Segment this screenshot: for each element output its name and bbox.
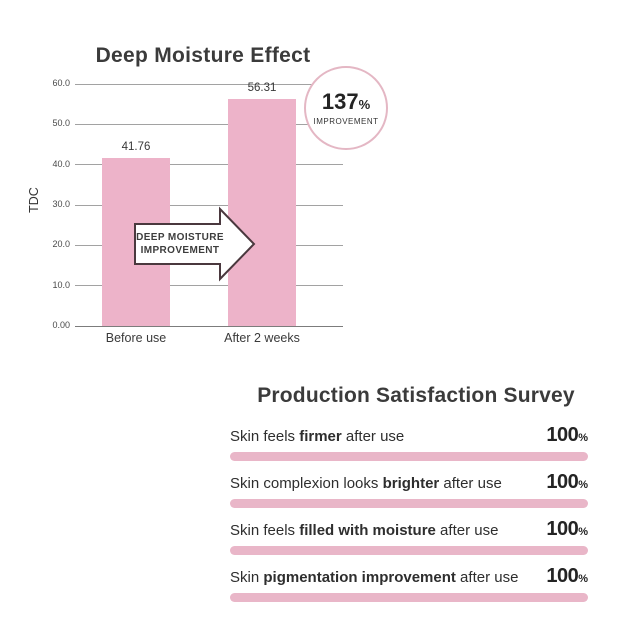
survey-bar-fill <box>230 499 588 508</box>
improvement-badge: 137% IMPROVEMENT <box>304 66 388 150</box>
survey-item-value: 100% <box>546 518 588 540</box>
percent-sign: % <box>578 526 588 538</box>
survey-list: Skin feels firmer after use 100% Skin co… <box>230 420 588 612</box>
label-suffix: after use <box>439 475 502 492</box>
label-prefix: Skin complexion looks <box>230 475 383 492</box>
badge-value: 137% <box>321 88 371 114</box>
y-tick-label: 60.0 <box>52 78 70 88</box>
survey-bar-fill <box>230 593 588 602</box>
label-suffix: after use <box>341 428 405 445</box>
survey-bar-track <box>230 546 588 555</box>
bar-value-label: 56.31 <box>247 81 277 94</box>
gridline <box>75 204 343 206</box>
gridline <box>75 325 343 327</box>
survey-row: Skin complexion looks brighter after use… <box>230 471 588 508</box>
badge-label: IMPROVEMENT <box>313 116 379 126</box>
y-tick-label: 40.0 <box>52 158 70 169</box>
label-emphasis: filled with moisture <box>299 522 436 539</box>
survey-item-value: 100% <box>546 424 588 446</box>
percent-sign: % <box>578 573 588 585</box>
survey-bar-track <box>230 452 588 461</box>
y-axis-label: TDC <box>27 187 41 213</box>
label-emphasis: firmer <box>299 428 342 445</box>
survey-item-value: 100% <box>546 565 588 587</box>
label-emphasis: pigmentation improvement <box>263 569 456 586</box>
label-suffix: after use <box>455 569 519 586</box>
survey-item-label: Skin feels firmer after use <box>230 428 404 445</box>
bar <box>228 98 296 326</box>
label-prefix: Skin feels <box>230 522 300 539</box>
x-category-label: After 2 weeks <box>224 331 300 345</box>
survey-item-value: 100% <box>546 471 588 493</box>
survey-title: Production Satisfaction Survey <box>257 384 575 407</box>
gridline <box>75 164 343 166</box>
gridline <box>75 83 343 85</box>
survey-row: Skin feels firmer after use 100% <box>230 424 588 461</box>
label-prefix: Skin feels <box>230 428 300 445</box>
label-suffix: after use <box>435 522 499 539</box>
gridline <box>75 123 343 125</box>
survey-item-label: Skin feels filled with moisture after us… <box>230 522 498 539</box>
label-emphasis: brighter <box>382 475 440 492</box>
y-tick-label: 30.0 <box>52 199 70 209</box>
improvement-arrow-shape <box>134 206 256 282</box>
arrow-line2: IMPROVEMENT <box>140 245 220 256</box>
arrow-line1: DEEP MOISTURE <box>136 232 224 243</box>
survey-item-label: Skin pigmentation improvement after use <box>230 569 518 586</box>
survey-bar-fill <box>230 452 588 461</box>
bar-value-label: 41.76 <box>121 140 151 153</box>
gridline <box>75 285 343 287</box>
survey-bar-track <box>230 593 588 602</box>
survey-row: Skin pigmentation improvement after use … <box>230 565 588 602</box>
y-tick-label: 10.0 <box>52 279 70 290</box>
survey-bar-track <box>230 499 588 508</box>
improvement-arrow-text: DEEP MOISTURE IMPROVEMENT <box>133 206 227 282</box>
y-tick-label: 20.0 <box>52 239 70 250</box>
survey-row: Skin feels filled with moisture after us… <box>230 518 588 555</box>
percent-sign: % <box>578 479 588 491</box>
label-prefix: Skin <box>230 569 264 586</box>
x-category-label: Before use <box>105 331 167 345</box>
percent-sign: % <box>578 432 588 444</box>
survey-item-label: Skin complexion looks brighter after use <box>230 475 502 492</box>
y-tick-label: 50.0 <box>52 118 70 129</box>
y-tick-label: 0.00 <box>52 320 70 330</box>
percent-sign: % <box>358 96 371 112</box>
survey-bar-fill <box>230 546 588 555</box>
chart-title: Deep Moisture Effect <box>95 44 311 67</box>
